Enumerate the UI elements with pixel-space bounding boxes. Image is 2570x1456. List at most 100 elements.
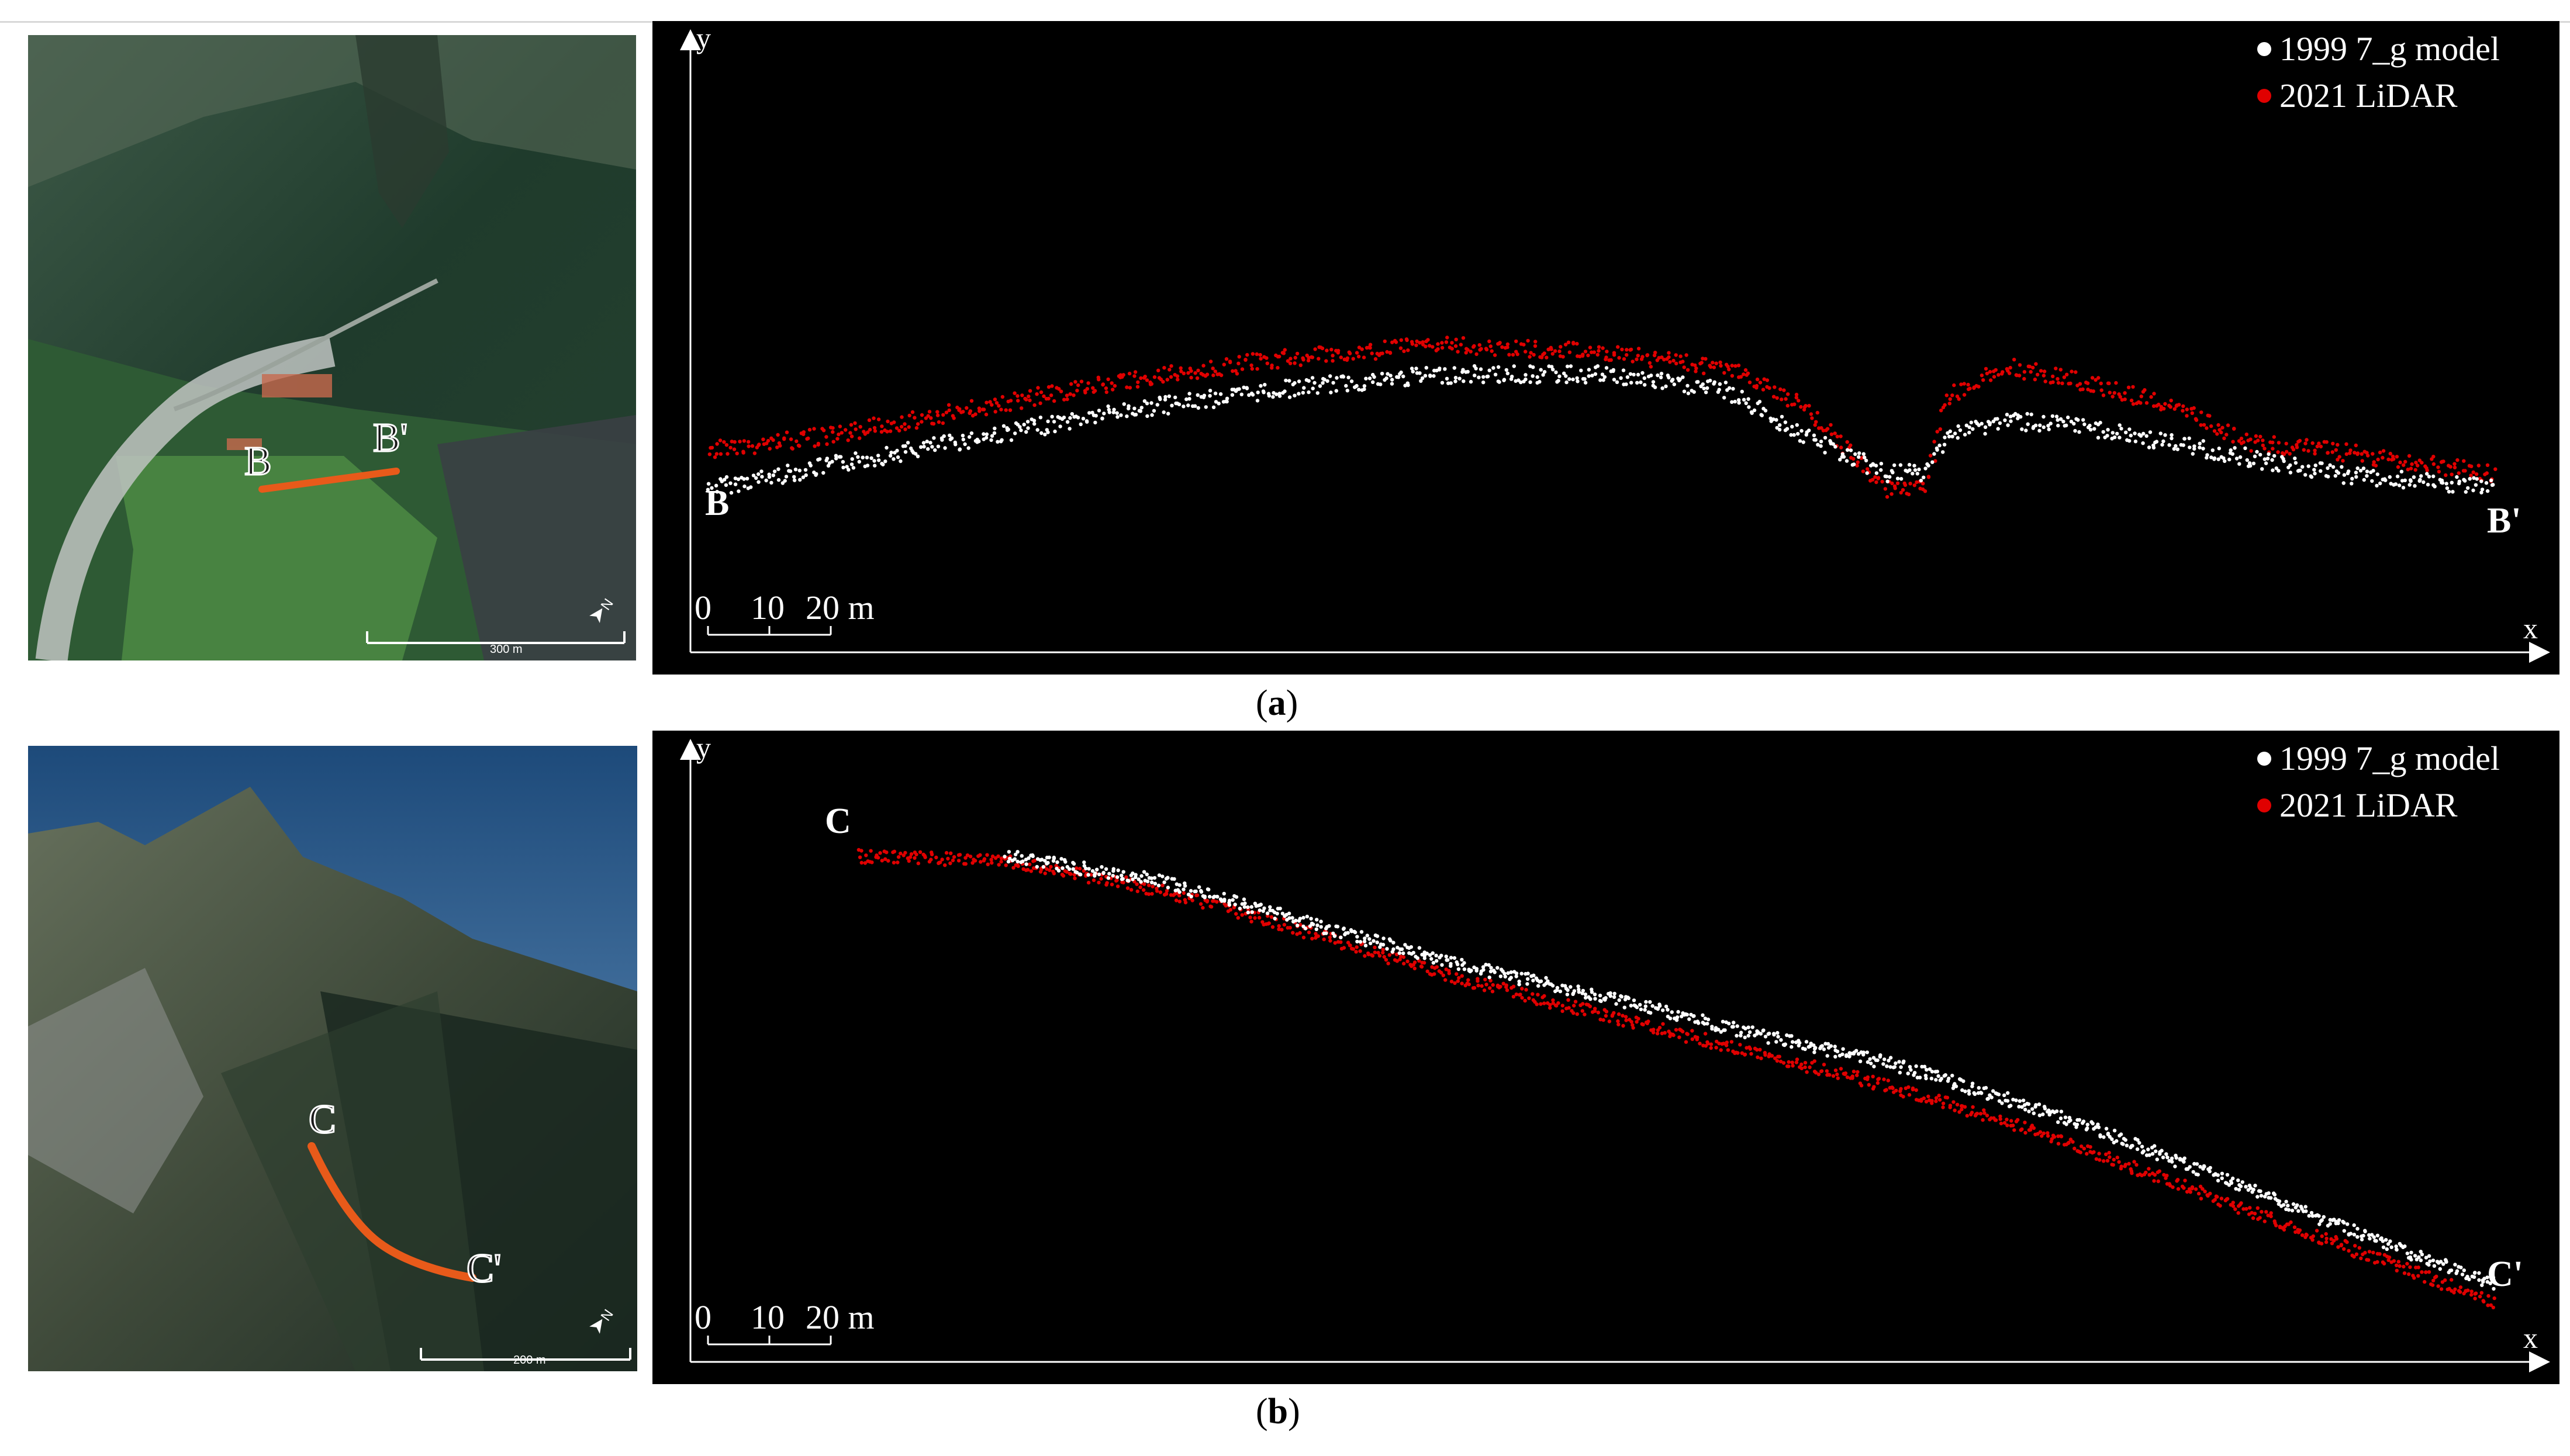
data-point (1311, 386, 1315, 390)
data-point (1742, 397, 1746, 402)
data-point (2463, 479, 2467, 483)
data-point (2419, 1258, 2423, 1263)
data-point (1307, 379, 1311, 383)
data-point (1324, 931, 1328, 935)
data-point (1550, 352, 1555, 356)
data-point (1290, 916, 1294, 920)
data-point (1682, 365, 1686, 369)
axis-y-label-a: y (696, 22, 711, 54)
data-point (1604, 1014, 1608, 1018)
data-point (831, 430, 835, 434)
data-point (1139, 880, 1143, 884)
data-point (1250, 910, 1254, 914)
data-point (2296, 1209, 2300, 1213)
data-point (1742, 372, 1746, 376)
data-point (2439, 1287, 2444, 1291)
data-point (2388, 451, 2392, 456)
data-point (1967, 1089, 1971, 1093)
data-point (996, 854, 1000, 859)
data-point (1875, 1081, 1880, 1085)
data-point (1604, 1009, 1609, 1014)
data-point (2291, 1202, 2296, 1206)
data-point (1485, 375, 1489, 379)
data-point (2066, 1141, 2070, 1145)
data-point (2115, 1139, 2119, 1143)
data-point (2395, 474, 2400, 479)
data-point (2451, 490, 2455, 494)
data-point (2409, 1250, 2413, 1255)
data-point (2233, 1207, 2237, 1211)
data-point (2431, 1278, 2436, 1283)
data-point (2302, 448, 2306, 452)
data-point (1855, 464, 1859, 468)
data-point (2009, 1119, 2013, 1123)
data-point (2233, 446, 2237, 450)
data-point (2170, 436, 2174, 441)
data-point (1006, 859, 1011, 864)
data-point (2412, 1276, 2416, 1280)
data-point (2392, 1259, 2396, 1263)
data-point (736, 477, 741, 482)
data-point (913, 416, 917, 420)
data-point (1298, 917, 1302, 921)
data-point (1335, 925, 1340, 929)
data-point (2258, 1216, 2262, 1220)
data-point (969, 399, 974, 403)
data-point (2088, 1145, 2092, 1149)
data-point (1684, 1040, 1688, 1044)
data-point (1755, 377, 1760, 382)
data-point (1576, 379, 1580, 383)
data-point (1685, 1012, 1689, 1016)
data-point (876, 454, 880, 458)
data-point (1612, 991, 1616, 996)
data-point (1015, 859, 1020, 864)
data-point (2450, 472, 2454, 476)
data-point (2096, 376, 2101, 380)
axis-x-label-b: x (2523, 1322, 2538, 1354)
data-point (1667, 351, 1671, 355)
data-point (1222, 362, 1226, 366)
data-point (1435, 965, 1439, 969)
data-point (1833, 1068, 1838, 1073)
data-point (1981, 378, 1985, 382)
data-point (2098, 1133, 2102, 1137)
data-point (2123, 397, 2127, 402)
data-point (1167, 394, 1172, 399)
data-point (1632, 372, 1636, 377)
data-point (1507, 352, 1511, 357)
data-point (2445, 486, 2450, 490)
data-point (1385, 947, 1389, 951)
data-point (1511, 984, 1516, 988)
data-point (900, 424, 904, 429)
data-point (2347, 469, 2351, 473)
data-point (2346, 1222, 2350, 1226)
data-point (2244, 1185, 2248, 1189)
data-point (1810, 416, 1814, 420)
data-point (1138, 885, 1142, 890)
data-point (923, 855, 927, 859)
data-point (1856, 1070, 1860, 1074)
data-point (2300, 1233, 2305, 1237)
data-point (1967, 425, 1971, 430)
data-point (1211, 405, 1216, 409)
data-point (1052, 856, 1056, 860)
data-point (1457, 376, 1462, 381)
data-point (1165, 378, 1169, 382)
data-point (1211, 366, 1215, 371)
data-point (921, 441, 926, 445)
data-point (1831, 442, 1835, 446)
data-point (1948, 397, 1952, 401)
data-point (1544, 976, 1548, 980)
data-point (1013, 431, 1017, 435)
data-point (1384, 376, 1388, 381)
data-point (2427, 1254, 2431, 1258)
data-point (1985, 1113, 1989, 1118)
data-point (2239, 437, 2244, 441)
data-point (1287, 911, 1291, 915)
data-point (1234, 369, 1238, 373)
data-point (1025, 420, 1030, 424)
data-point (1992, 375, 1996, 379)
legend-label-model-a: 1999 7_g model (2279, 30, 2500, 68)
data-point (928, 441, 932, 445)
data-point (2402, 1264, 2406, 1269)
